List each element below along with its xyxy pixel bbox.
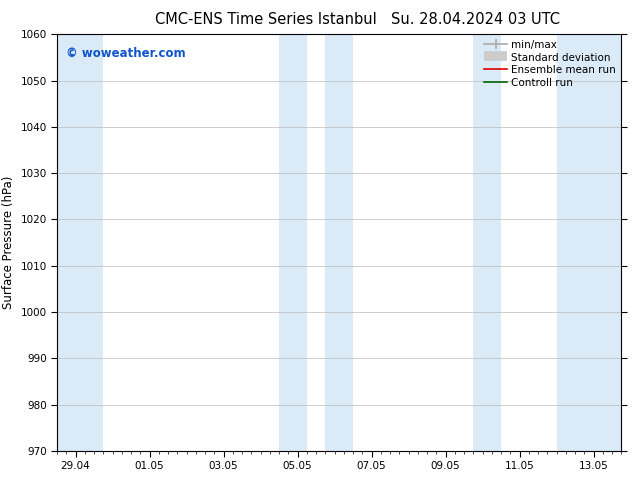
Legend: min/max, Standard deviation, Ensemble mean run, Controll run: min/max, Standard deviation, Ensemble me… <box>482 37 618 90</box>
Bar <box>557 34 621 451</box>
Text: Su. 28.04.2024 03 UTC: Su. 28.04.2024 03 UTC <box>391 12 560 27</box>
Bar <box>474 34 501 451</box>
Bar <box>57 34 103 451</box>
Bar <box>279 34 307 451</box>
Bar <box>325 34 353 451</box>
Text: CMC-ENS Time Series Istanbul: CMC-ENS Time Series Istanbul <box>155 12 377 27</box>
Y-axis label: Surface Pressure (hPa): Surface Pressure (hPa) <box>2 176 15 309</box>
Text: © woweather.com: © woweather.com <box>65 47 185 60</box>
